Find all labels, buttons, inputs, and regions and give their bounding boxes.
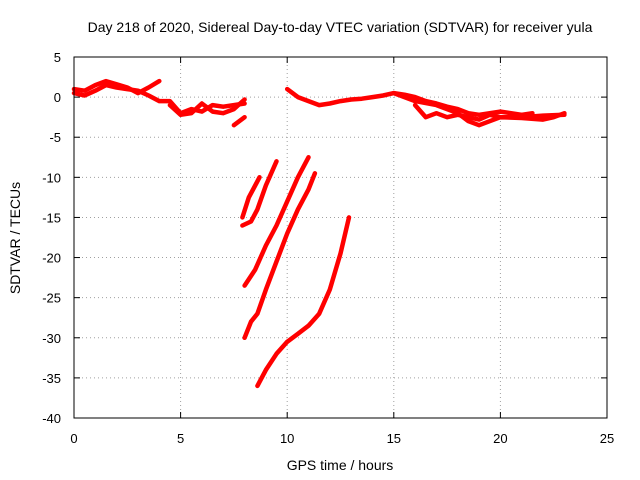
series-arc-9 bbox=[240, 159, 279, 228]
x-tick-labels: 0 5 10 15 20 25 bbox=[70, 431, 614, 446]
plot-frame bbox=[73, 56, 608, 419]
y-tick-labels: 5 0 -5 -10 -15 -20 -25 -30 -35 -40 bbox=[42, 50, 61, 426]
y-tick-label: -20 bbox=[42, 251, 61, 266]
series-arc-7 bbox=[412, 102, 567, 122]
x-tick-label: 5 bbox=[177, 431, 184, 446]
chart-title: Day 218 of 2020, Sidereal Day-to-day VTE… bbox=[88, 19, 593, 35]
x-tick-label: 20 bbox=[493, 431, 507, 446]
x-tick-label: 0 bbox=[70, 431, 77, 446]
series-arc-10 bbox=[242, 155, 311, 288]
x-axis-label: GPS time / hours bbox=[287, 457, 394, 473]
y-axis-label: SDTVAR / TECUs bbox=[7, 182, 23, 294]
series-arc-2 bbox=[71, 82, 247, 116]
grid-lines bbox=[74, 57, 607, 418]
y-tick-label: -25 bbox=[42, 291, 61, 306]
y-tick-label: 5 bbox=[54, 50, 61, 65]
y-tick-label: -10 bbox=[42, 170, 61, 185]
y-tick-label: -15 bbox=[42, 210, 61, 225]
x-tick-label: 25 bbox=[600, 431, 614, 446]
y-tick-label: 0 bbox=[54, 90, 61, 105]
x-tick-label: 10 bbox=[280, 431, 294, 446]
y-tick-label: -30 bbox=[42, 331, 61, 346]
data-series bbox=[71, 78, 567, 389]
y-tick-label: -5 bbox=[49, 130, 61, 145]
series-arc-8 bbox=[240, 175, 262, 220]
x-tick-label: 15 bbox=[387, 431, 401, 446]
series-arc-12 bbox=[255, 215, 352, 389]
series-arc-4 bbox=[231, 114, 247, 128]
series-arc-6 bbox=[391, 90, 567, 128]
y-tick-label: -40 bbox=[42, 411, 61, 426]
axis-ticks bbox=[73, 56, 608, 419]
series-arc-5 bbox=[284, 86, 535, 118]
series-arc-11 bbox=[242, 171, 318, 341]
series-arc-3 bbox=[167, 97, 247, 118]
y-tick-label: -35 bbox=[42, 371, 61, 386]
series-arc-1 bbox=[71, 78, 162, 96]
